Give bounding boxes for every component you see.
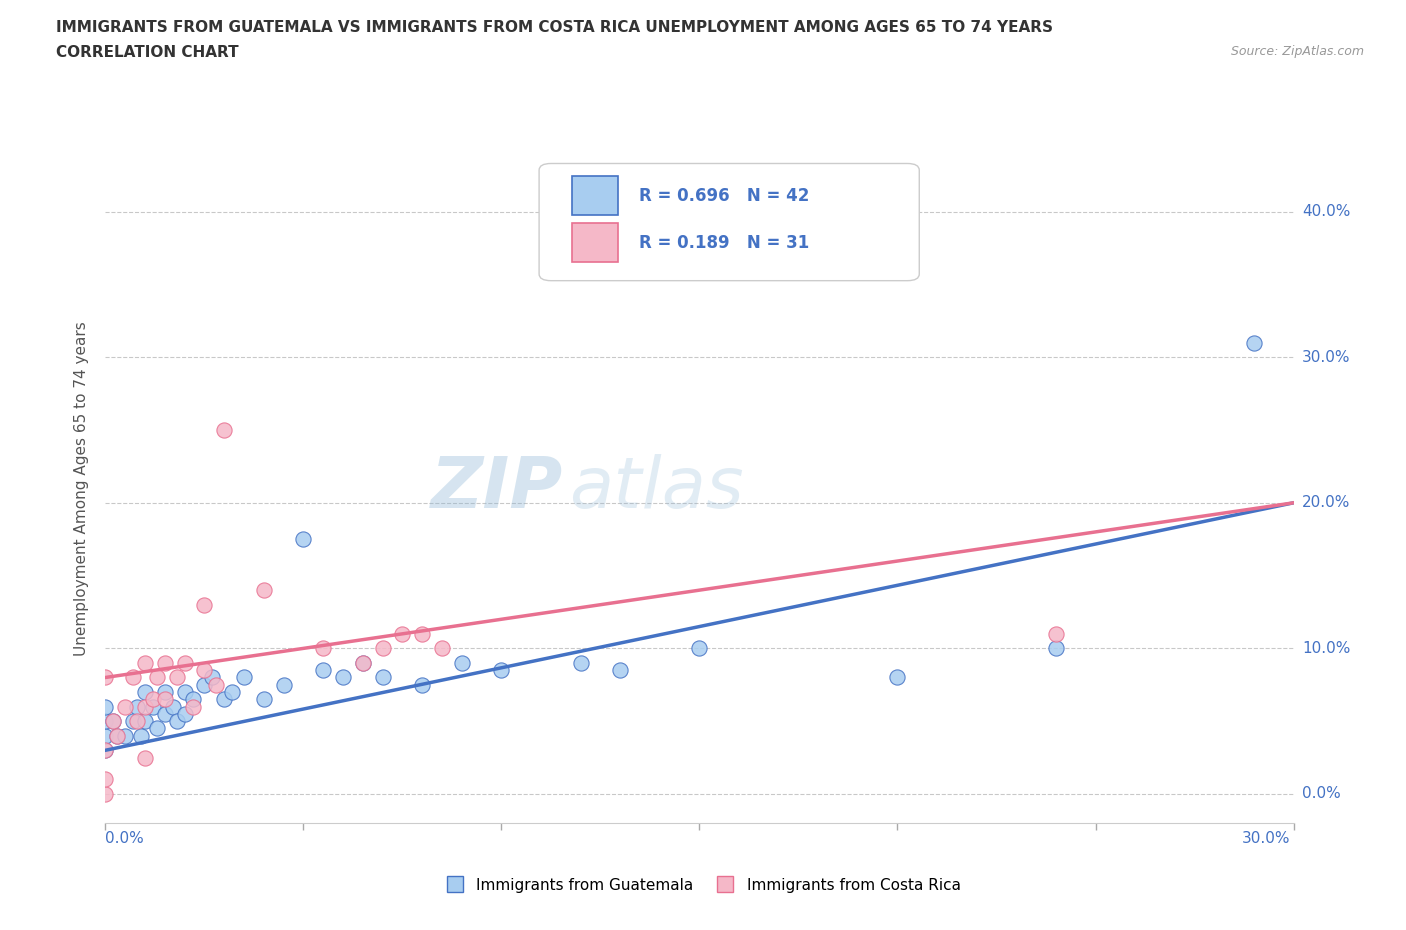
Text: 10.0%: 10.0% [1302,641,1350,656]
Point [332,670,354,684]
Text: 20.0%: 20.0% [1302,496,1350,511]
Point [146,670,169,684]
Point [134,656,156,671]
Point [609,663,631,678]
Point [411,627,433,642]
Point [193,663,215,678]
Point [391,627,413,642]
Point [134,713,156,728]
Point [134,751,156,765]
Point [122,670,145,684]
Point [193,597,215,612]
Point [201,670,224,684]
Point [352,656,374,671]
Point [214,692,236,707]
Point [105,728,128,743]
Point [166,670,188,684]
Point [312,663,335,678]
Point [214,422,236,437]
Point [114,728,136,743]
Point [173,684,195,699]
Point [312,641,335,656]
Point [181,692,204,707]
Text: 40.0%: 40.0% [1302,205,1350,219]
Point [127,699,149,714]
Point [193,677,215,692]
Point [173,656,195,671]
Text: 0.0%: 0.0% [105,830,145,845]
Y-axis label: Unemployment Among Ages 65 to 74 years: Unemployment Among Ages 65 to 74 years [75,321,90,656]
Text: ZIP: ZIP [430,454,562,523]
Point [103,713,125,728]
Text: R = 0.696   N = 42: R = 0.696 N = 42 [638,187,810,205]
Point [127,713,149,728]
Point [430,641,453,656]
Point [569,656,592,671]
Point [162,699,184,714]
Point [1045,641,1067,656]
FancyBboxPatch shape [572,223,617,262]
Point [273,677,295,692]
Text: 0.0%: 0.0% [1302,787,1340,802]
Point [146,721,169,736]
Point [886,670,908,684]
Point [94,713,117,728]
Point [142,699,165,714]
Point [142,692,165,707]
Point [371,641,394,656]
Point [94,728,117,743]
Point [450,656,472,671]
Text: IMMIGRANTS FROM GUATEMALA VS IMMIGRANTS FROM COSTA RICA UNEMPLOYMENT AMONG AGES : IMMIGRANTS FROM GUATEMALA VS IMMIGRANTS … [56,20,1053,35]
Point [166,713,188,728]
Point [129,728,152,743]
Text: atlas: atlas [569,454,744,523]
Point [221,684,243,699]
Point [105,728,128,743]
Text: 30.0%: 30.0% [1243,830,1291,845]
Point [94,772,117,787]
Point [371,670,394,684]
Point [153,684,176,699]
FancyBboxPatch shape [572,176,617,215]
Point [122,713,145,728]
Text: CORRELATION CHART: CORRELATION CHART [56,45,239,60]
Point [134,699,156,714]
Point [292,532,315,547]
Point [205,677,228,692]
Point [253,583,276,598]
Point [253,692,276,707]
Text: 30.0%: 30.0% [1302,350,1350,365]
Point [153,656,176,671]
Point [153,707,176,722]
Point [352,656,374,671]
Point [173,707,195,722]
Point [134,684,156,699]
FancyBboxPatch shape [538,164,920,281]
Point [689,641,711,656]
Point [94,670,117,684]
Text: Source: ZipAtlas.com: Source: ZipAtlas.com [1230,45,1364,58]
Point [94,699,117,714]
Point [114,699,136,714]
Point [103,713,125,728]
Text: R = 0.189   N = 31: R = 0.189 N = 31 [638,233,808,251]
Point [1045,627,1067,642]
Point [94,787,117,802]
Point [94,743,117,758]
Point [153,692,176,707]
Point [411,677,433,692]
Point [181,699,204,714]
Point [233,670,256,684]
Point [1243,335,1265,350]
Point [94,743,117,758]
Legend: Immigrants from Guatemala, Immigrants from Costa Rica: Immigrants from Guatemala, Immigrants fr… [439,871,967,899]
Point [491,663,513,678]
